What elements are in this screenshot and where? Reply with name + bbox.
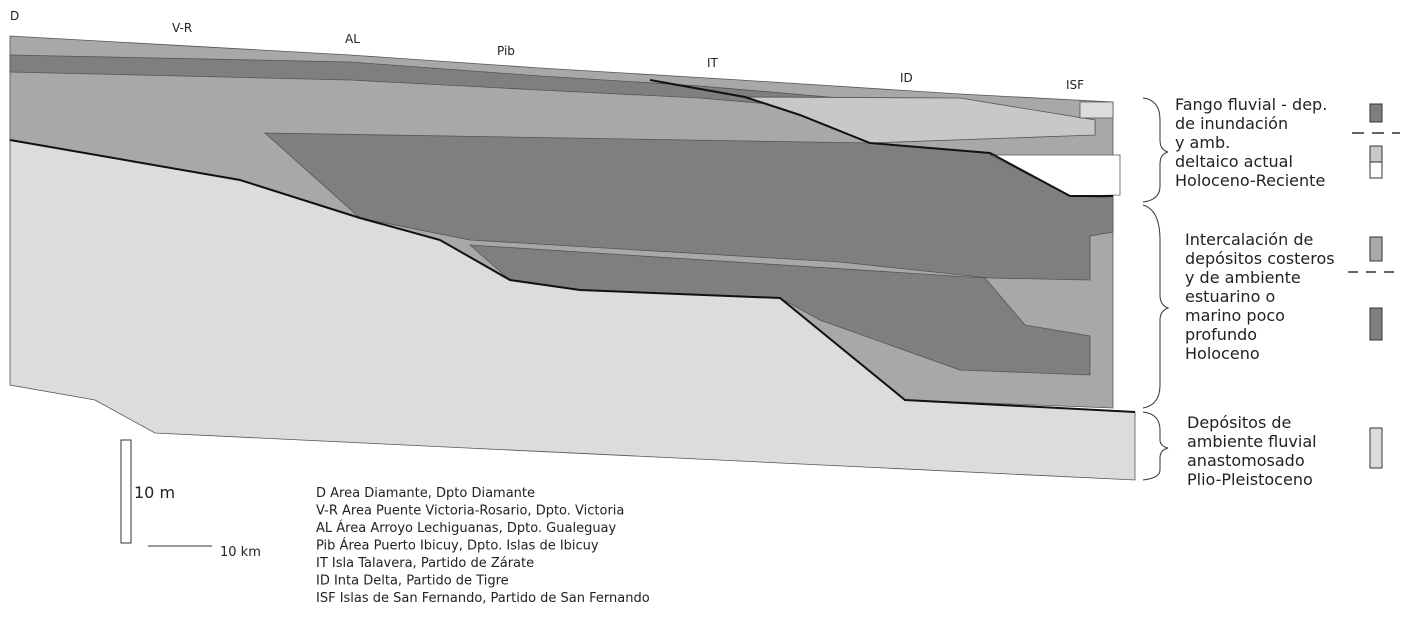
legend-keys bbox=[1348, 104, 1400, 468]
brace bbox=[1143, 205, 1168, 408]
key-dark bbox=[1370, 308, 1382, 340]
braces bbox=[1143, 98, 1168, 480]
key-entry: ID Inta Delta, Partido de Tigre bbox=[316, 574, 509, 589]
key-light bbox=[1370, 146, 1382, 162]
site-label: V-R bbox=[172, 21, 192, 35]
legend-text: marino poco bbox=[1185, 306, 1285, 325]
legend-text: Holoceno bbox=[1185, 344, 1260, 363]
legend-text: depósitos costeros bbox=[1185, 249, 1335, 268]
strata bbox=[10, 36, 1135, 480]
key-dark bbox=[1370, 104, 1382, 122]
brace bbox=[1143, 412, 1168, 480]
legend-text: anastomosado bbox=[1187, 451, 1305, 470]
site-label: ID bbox=[900, 71, 913, 85]
key-entry: V-R Area Puente Victoria-Rosario, Dpto. … bbox=[316, 504, 624, 519]
legend-text: deltaico actual bbox=[1175, 152, 1293, 171]
site-label: AL bbox=[345, 32, 360, 46]
site-label: ISF bbox=[1066, 78, 1084, 92]
site-key: D Area Diamante, Dpto Diamante V-R Area P… bbox=[316, 486, 650, 606]
legend-text: y amb. bbox=[1175, 133, 1230, 152]
site-label: D bbox=[10, 9, 19, 23]
legend-text: profundo bbox=[1185, 325, 1257, 344]
vertical-scale bbox=[121, 440, 131, 543]
key-entry: D Area Diamante, Dpto Diamante bbox=[316, 486, 535, 501]
legend-text: Holoceno-Reciente bbox=[1175, 171, 1325, 190]
site-label: Pib bbox=[497, 44, 515, 58]
legend-text: Depósitos de bbox=[1187, 413, 1291, 432]
legend-text: ambiente fluvial bbox=[1187, 432, 1317, 451]
isf-cap bbox=[1080, 102, 1113, 118]
key-entry: AL Área Arroyo Lechiguanas, Dpto. Gualeg… bbox=[316, 520, 617, 536]
brace bbox=[1143, 98, 1168, 202]
legend-text: Fango fluvial - dep. bbox=[1175, 95, 1327, 114]
site-label: IT bbox=[707, 56, 719, 70]
legend-text: Intercalación de bbox=[1185, 230, 1313, 249]
key-white bbox=[1370, 162, 1382, 178]
key-entry: IT Isla Talavera, Partido de Zárate bbox=[316, 556, 534, 571]
scale-label: 10 km bbox=[220, 545, 261, 560]
key-entry: ISF Islas de San Fernando, Partido de Sa… bbox=[316, 591, 650, 606]
legend-text: estuarino o bbox=[1185, 287, 1275, 306]
key-medium bbox=[1370, 237, 1382, 261]
legend-text: y de ambiente bbox=[1185, 268, 1301, 287]
key-entry: Pib Área Puerto Ibicuy, Dpto. Islas de I… bbox=[316, 538, 599, 554]
scale-label: 10 m bbox=[134, 483, 175, 502]
legend-text: de inundación bbox=[1175, 114, 1288, 133]
key-base bbox=[1370, 428, 1382, 468]
cross-section: D V-R AL Pib IT ID ISF Fango fluvial - dep.de … bbox=[0, 0, 1408, 619]
legend-text: Plio-Pleistoceno bbox=[1187, 470, 1313, 489]
